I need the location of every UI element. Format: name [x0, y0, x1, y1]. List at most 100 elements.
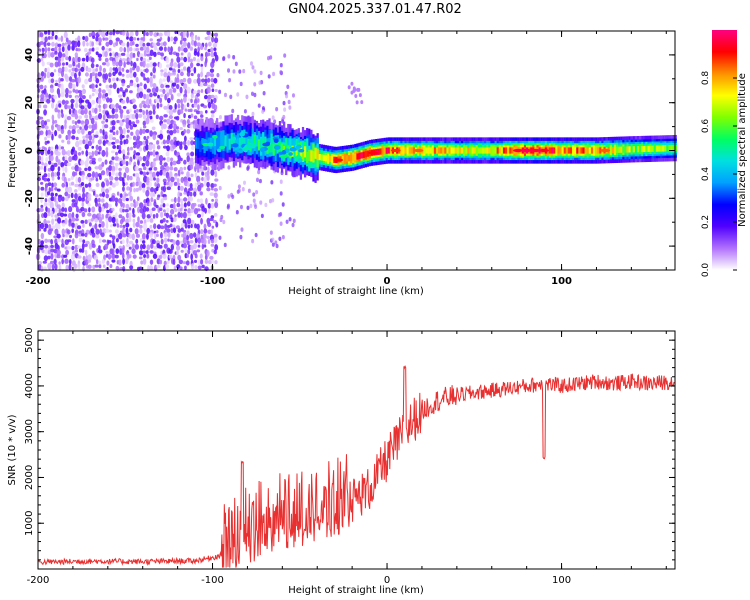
- noise-speckle: [187, 42, 191, 49]
- spectrogram-cell: [622, 146, 625, 153]
- noise-speckle: [172, 87, 177, 93]
- noise-speckle: [129, 82, 134, 87]
- spectrogram-cell: [379, 148, 382, 155]
- noise-speckle: [54, 50, 58, 55]
- noise-speckle: [67, 193, 71, 199]
- noise-speckle: [175, 239, 180, 246]
- spectrogram-cell: [666, 145, 669, 152]
- noise-speckle: [109, 31, 113, 36]
- noise-speckle: [183, 83, 188, 90]
- noise-speckle: [64, 155, 68, 161]
- colorbar-tick-label: 0.8: [701, 71, 711, 86]
- noise-speckle: [87, 212, 92, 217]
- spectrogram-cell: [220, 134, 223, 146]
- noise-speckle: [109, 175, 114, 181]
- noise-speckle: [125, 197, 129, 202]
- noise-speckle: [78, 139, 83, 145]
- spectrogram-cell: [433, 147, 437, 154]
- noise-speckle: [82, 36, 86, 41]
- spectrogram-cell: [592, 147, 596, 154]
- noise-speckle: [77, 152, 82, 156]
- noise-speckle: [121, 149, 126, 155]
- noise-speckle: [166, 75, 171, 83]
- noise-speckle: [86, 42, 89, 47]
- noise-speckle: [61, 42, 65, 48]
- spectrogram-y-tick-label: 0: [24, 147, 35, 154]
- spectrogram-peak: [248, 139, 254, 143]
- noise-speckle: [196, 198, 201, 203]
- noise-speckle: [124, 155, 129, 160]
- noise-speckle: [57, 112, 61, 119]
- noise-speckle: [163, 237, 168, 243]
- noise-speckle: [179, 207, 183, 212]
- noise-speckle: [163, 68, 168, 74]
- noise-speckle: [211, 198, 214, 202]
- noise-speckle: [78, 237, 83, 243]
- spectrogram-cell: [350, 154, 353, 162]
- noise-speckle: [94, 166, 99, 170]
- noise-speckle: [155, 154, 161, 161]
- noise-speckle: [193, 115, 198, 120]
- noise-speckle: [213, 187, 219, 192]
- noise-speckle: [77, 35, 81, 43]
- noise-speckle: [57, 67, 63, 74]
- noise-speckle: [98, 249, 103, 254]
- noise-speckle: [183, 96, 187, 103]
- noise-speckle: [218, 89, 222, 95]
- noise-speckle: [281, 202, 285, 207]
- noise-speckle: [239, 81, 243, 87]
- noise-speckle: [139, 128, 143, 136]
- noise-speckle: [94, 223, 98, 230]
- noise-speckle: [74, 67, 78, 73]
- noise-speckle: [66, 162, 72, 167]
- noise-speckle: [257, 169, 261, 175]
- noise-speckle: [97, 139, 102, 145]
- noise-speckle: [84, 249, 88, 256]
- noise-speckle: [170, 46, 173, 53]
- noise-speckle: [80, 99, 85, 103]
- noise-speckle: [98, 223, 102, 228]
- noise-speckle: [213, 77, 218, 84]
- noise-speckle: [91, 47, 95, 52]
- noise-speckle: [101, 31, 106, 38]
- noise-speckle: [194, 253, 198, 259]
- noise-speckle: [166, 97, 171, 104]
- noise-speckle: [121, 78, 126, 85]
- noise-speckle: [57, 51, 63, 59]
- noise-speckle: [149, 61, 154, 68]
- noise-speckle: [60, 77, 64, 82]
- noise-speckle: [197, 98, 200, 103]
- noise-speckle: [112, 137, 117, 141]
- snr-y-tick-label: 3000: [24, 419, 35, 444]
- noise-speckle: [190, 39, 195, 46]
- noise-speckle: [87, 182, 92, 188]
- spectrogram-cell: [628, 146, 631, 153]
- spectrogram-cell: [243, 134, 246, 146]
- noise-speckle: [122, 153, 126, 161]
- noise-speckle: [44, 238, 49, 244]
- noise-speckle: [286, 84, 290, 89]
- noise-speckle: [170, 198, 175, 202]
- noise-speckle: [186, 71, 191, 77]
- noise-speckle: [179, 62, 184, 67]
- noise-speckle: [186, 86, 191, 94]
- noise-speckle: [53, 95, 58, 100]
- noise-speckle: [138, 147, 143, 152]
- noise-speckle: [89, 155, 93, 160]
- spectrogram-cell: [423, 147, 426, 154]
- noise-speckle: [193, 66, 197, 74]
- noise-speckle: [285, 219, 289, 224]
- spectrogram-cell: [253, 134, 256, 146]
- noise-speckle: [40, 156, 44, 163]
- noise-speckle: [206, 235, 210, 239]
- noise-speckle: [156, 264, 161, 269]
- noise-speckle: [182, 243, 188, 249]
- noise-speckle: [169, 223, 173, 228]
- spectrogram-cell: [381, 148, 384, 155]
- noise-speckle: [98, 37, 102, 44]
- noise-speckle: [60, 35, 64, 42]
- noise-speckle: [179, 185, 184, 191]
- noise-speckle: [182, 77, 187, 83]
- noise-speckle: [182, 237, 188, 244]
- noise-speckle: [132, 173, 136, 177]
